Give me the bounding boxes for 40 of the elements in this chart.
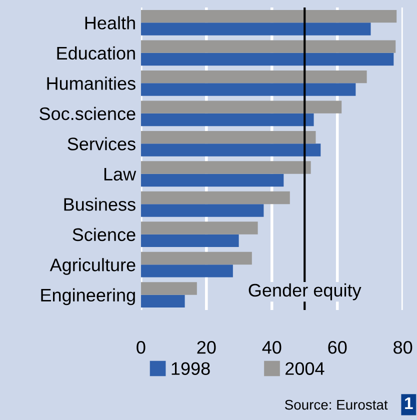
- bar: [140, 22, 371, 36]
- x-tick-label: 60: [328, 340, 347, 354]
- bar: [140, 113, 314, 126]
- y-tick-label: Health: [85, 16, 135, 30]
- legend-label: 1998: [172, 362, 210, 375]
- y-tick-label: Agriculture: [50, 258, 136, 275]
- bar: [140, 294, 185, 308]
- y-tick-label: Humanities: [47, 76, 136, 90]
- y-tick-label: Education: [57, 46, 135, 60]
- bar: [140, 83, 356, 96]
- bar: [140, 70, 367, 84]
- y-tick-label: Soc.science: [40, 106, 136, 120]
- bar: [140, 204, 264, 217]
- bar: [140, 282, 197, 295]
- bar: [140, 191, 290, 204]
- text: 1: [405, 398, 413, 409]
- x-tick-label: 20: [197, 340, 216, 354]
- x-tick-label: 40: [262, 340, 282, 354]
- bar: [140, 40, 396, 53]
- bar: [140, 161, 311, 174]
- source-note: Source: Eurostat: [285, 400, 388, 410]
- bar: [140, 144, 321, 156]
- y-tick-label: Business: [64, 198, 136, 211]
- bar: [140, 222, 258, 234]
- bar: [140, 52, 394, 66]
- x-tick-label: 0: [136, 340, 146, 354]
- bar: [140, 234, 239, 248]
- y-tick-label: Science: [72, 228, 136, 242]
- bar: [140, 100, 342, 114]
- bar: [140, 10, 397, 23]
- x-tick-label: 80: [394, 340, 412, 354]
- y-tick-label: Engineering: [41, 288, 135, 306]
- legend-label: 2004: [286, 362, 324, 375]
- bar: [140, 264, 233, 278]
- bar: [140, 252, 252, 265]
- ref-line-label: Gender equity: [248, 283, 362, 300]
- y-tick-label: Law: [104, 168, 136, 181]
- bar: [140, 130, 316, 144]
- y-tick-label: Services: [68, 137, 136, 150]
- bar: [140, 174, 284, 187]
